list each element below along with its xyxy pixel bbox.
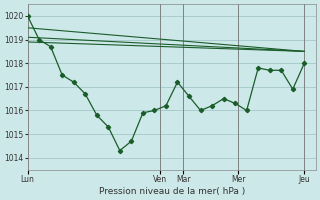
X-axis label: Pression niveau de la mer( hPa ): Pression niveau de la mer( hPa ) [99, 187, 245, 196]
